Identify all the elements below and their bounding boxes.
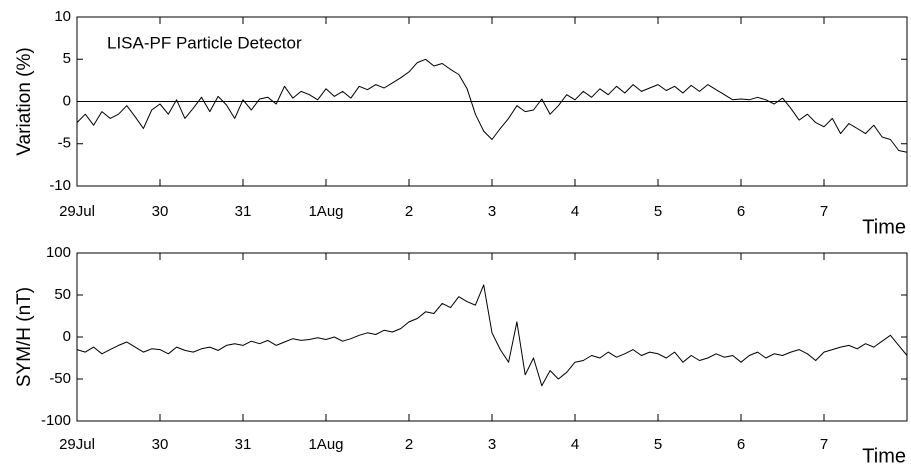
x-tick-label: 6 [737,436,745,453]
plot-frame [76,252,908,422]
x-tick-label: 5 [654,436,662,453]
y-axis-label: Variation (%) [14,47,35,155]
x-tick-label: 2 [405,436,413,453]
y-axis-label: SYM/H (nT) [14,287,35,387]
y-tick-label: 100 [46,244,71,261]
y-tick-label: 0 [63,92,71,109]
x-tick-label: 1Aug [308,436,343,453]
data-line [76,284,908,387]
x-tick-label: 30 [152,203,169,220]
x-tick-label: 7 [820,436,828,453]
x-axis-label: Time [862,216,906,238]
x-tick-label: 6 [737,203,745,220]
y-tick-label: 5 [63,50,71,67]
x-tick-label: 4 [571,436,579,453]
y-tick-label: 0 [63,328,71,345]
y-tick-label: -10 [49,177,71,194]
x-tick-label: 31 [235,436,252,453]
x-tick-label: 2 [405,203,413,220]
x-tick-label: 29Jul [59,203,95,220]
data-line [76,58,908,153]
y-tick-label: -5 [58,135,71,152]
x-tick-label: 7 [820,203,828,220]
x-tick-label: 4 [571,203,579,220]
x-tick-label: 31 [235,203,252,220]
x-tick-label: 3 [488,436,496,453]
x-tick-label: 5 [654,203,662,220]
y-tick-label: -50 [49,370,71,387]
y-tick-label: 50 [54,286,71,303]
x-tick-label: 29Jul [59,436,95,453]
y-tick-label: -100 [41,412,71,429]
annotation: LISA-PF Particle Detector [107,33,302,52]
x-tick-label: 1Aug [308,203,343,220]
y-tick-label: 10 [54,8,71,25]
x-axis-label: Time [862,445,906,467]
x-tick-label: 3 [488,203,496,220]
x-tick-label: 30 [152,436,169,453]
